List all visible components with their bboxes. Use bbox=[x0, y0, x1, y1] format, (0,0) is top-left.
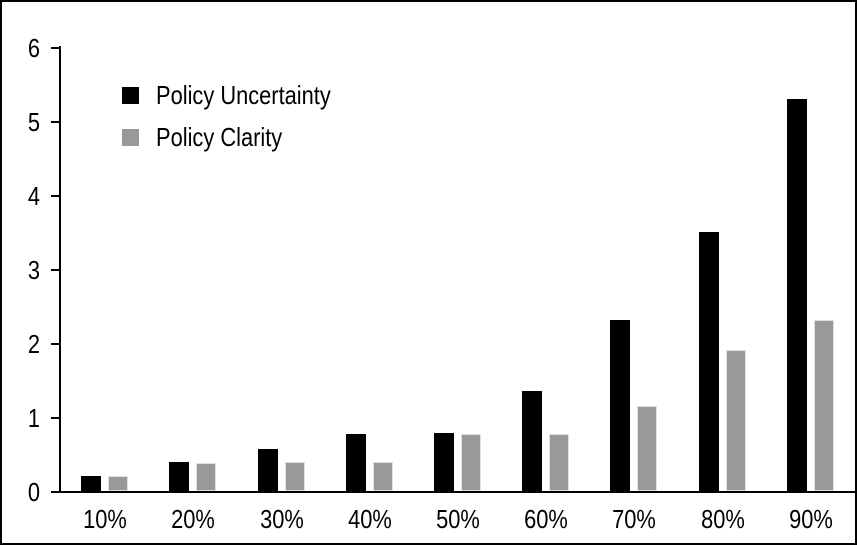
legend-label-policy-uncertainty: Policy Uncertainty bbox=[156, 80, 331, 110]
y-axis-tick bbox=[51, 269, 59, 271]
x-axis-line bbox=[59, 491, 855, 493]
y-axis-tick bbox=[51, 47, 59, 49]
legend: Policy Uncertainty Policy Clarity bbox=[122, 80, 364, 152]
bar-policy-clarity-20% bbox=[196, 463, 216, 491]
legend-label-policy-clarity: Policy Clarity bbox=[156, 122, 283, 152]
bar-policy-uncertainty-80% bbox=[699, 232, 719, 491]
y-axis-tick bbox=[51, 491, 59, 493]
bar-policy-uncertainty-50% bbox=[434, 433, 454, 491]
bar-policy-uncertainty-20% bbox=[169, 462, 189, 491]
bar-policy-clarity-40% bbox=[373, 462, 393, 491]
bar-policy-uncertainty-30% bbox=[258, 449, 278, 491]
y-axis-tick-label: 4 bbox=[27, 181, 40, 211]
bar-policy-clarity-90% bbox=[814, 320, 834, 491]
bar-policy-uncertainty-60% bbox=[522, 391, 542, 491]
y-axis-tick bbox=[51, 195, 59, 197]
y-axis-tick-label: 2 bbox=[27, 329, 40, 359]
y-axis-tick-label: 5 bbox=[27, 107, 40, 137]
bar-policy-uncertainty-90% bbox=[787, 99, 807, 491]
legend-swatch-policy-clarity-icon bbox=[122, 129, 139, 146]
x-axis-category-label: 30% bbox=[260, 504, 304, 534]
x-axis-category-label: 40% bbox=[348, 504, 392, 534]
bar-policy-clarity-10% bbox=[108, 476, 128, 491]
bar-policy-uncertainty-70% bbox=[610, 320, 630, 491]
y-axis-tick-label: 6 bbox=[27, 33, 40, 63]
x-axis-category-label: 90% bbox=[789, 504, 833, 534]
bar-policy-uncertainty-40% bbox=[346, 434, 366, 491]
y-axis-line bbox=[59, 46, 61, 493]
x-axis-category-label: 10% bbox=[83, 504, 127, 534]
bar-policy-clarity-30% bbox=[285, 462, 305, 491]
bar-policy-clarity-50% bbox=[461, 434, 481, 491]
bar-policy-clarity-70% bbox=[637, 406, 657, 491]
legend-item-policy-uncertainty: Policy Uncertainty bbox=[122, 80, 364, 110]
bar-policy-clarity-60% bbox=[549, 434, 569, 491]
x-axis-category-label: 70% bbox=[612, 504, 656, 534]
legend-swatch-policy-uncertainty-icon bbox=[122, 87, 139, 104]
y-axis-tick-label: 3 bbox=[27, 255, 40, 285]
legend-item-policy-clarity: Policy Clarity bbox=[122, 122, 364, 152]
bar-policy-uncertainty-10% bbox=[81, 476, 101, 491]
x-axis-category-label: 80% bbox=[701, 504, 745, 534]
x-axis-category-label: 20% bbox=[171, 504, 215, 534]
y-axis-tick-label: 1 bbox=[27, 403, 40, 433]
x-axis-category-label: 50% bbox=[436, 504, 480, 534]
y-axis-tick bbox=[51, 343, 59, 345]
x-axis-category-label: 60% bbox=[524, 504, 568, 534]
y-axis-tick bbox=[51, 121, 59, 123]
y-axis-tick-label: 0 bbox=[27, 477, 40, 507]
y-axis-tick bbox=[51, 417, 59, 419]
bar-policy-clarity-80% bbox=[726, 350, 746, 491]
